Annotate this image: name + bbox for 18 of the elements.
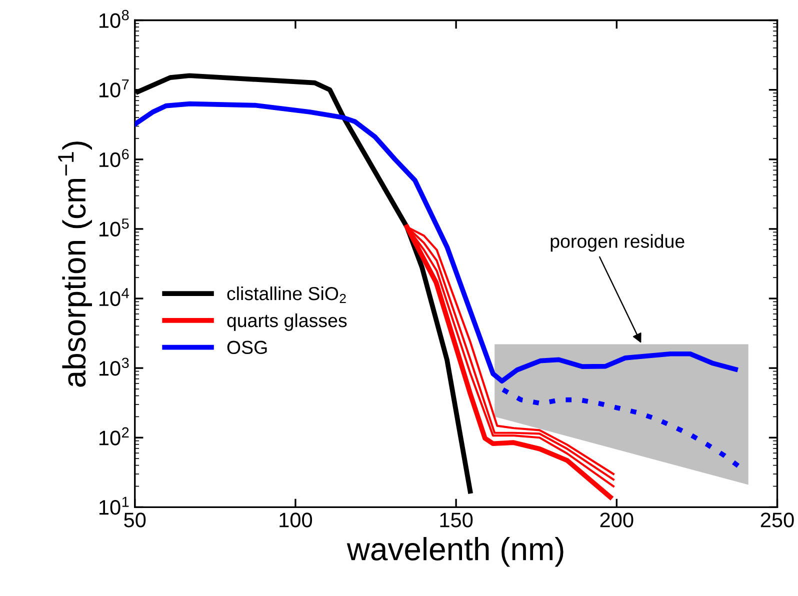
y-tick-label: 10$^{4}$: [100, 288, 129, 306]
y-tick-label: 10$^{6}$: [100, 149, 129, 168]
x-tick-label: 100: [280, 512, 312, 528]
y-tick-label: 10$^{7}$: [100, 79, 129, 98]
x-tick-label: 250: [760, 512, 794, 528]
legend-label: clistalline SiO$_{2}$: [227, 286, 346, 304]
y-axis-title: absorption (cm$^{−1}$): [58, 142, 92, 387]
x-tick-label: 200: [600, 512, 634, 528]
x-tick-label: 50: [124, 512, 146, 528]
legend-label: OSG: [227, 340, 267, 354]
x-tick-label: 150: [440, 512, 473, 528]
annotation: porogen residue: [550, 234, 684, 252]
legend-label: quarts glasses: [227, 313, 347, 331]
x-axis-title: wavelenth (nm): [346, 537, 564, 567]
y-tick-label: 10$^{5}$: [100, 218, 129, 237]
y-tick-label: 10$^{3}$: [100, 358, 129, 376]
y-tick-label: 10$^{8}$: [100, 10, 129, 28]
y-tick-label: 10$^{2}$: [100, 427, 129, 446]
